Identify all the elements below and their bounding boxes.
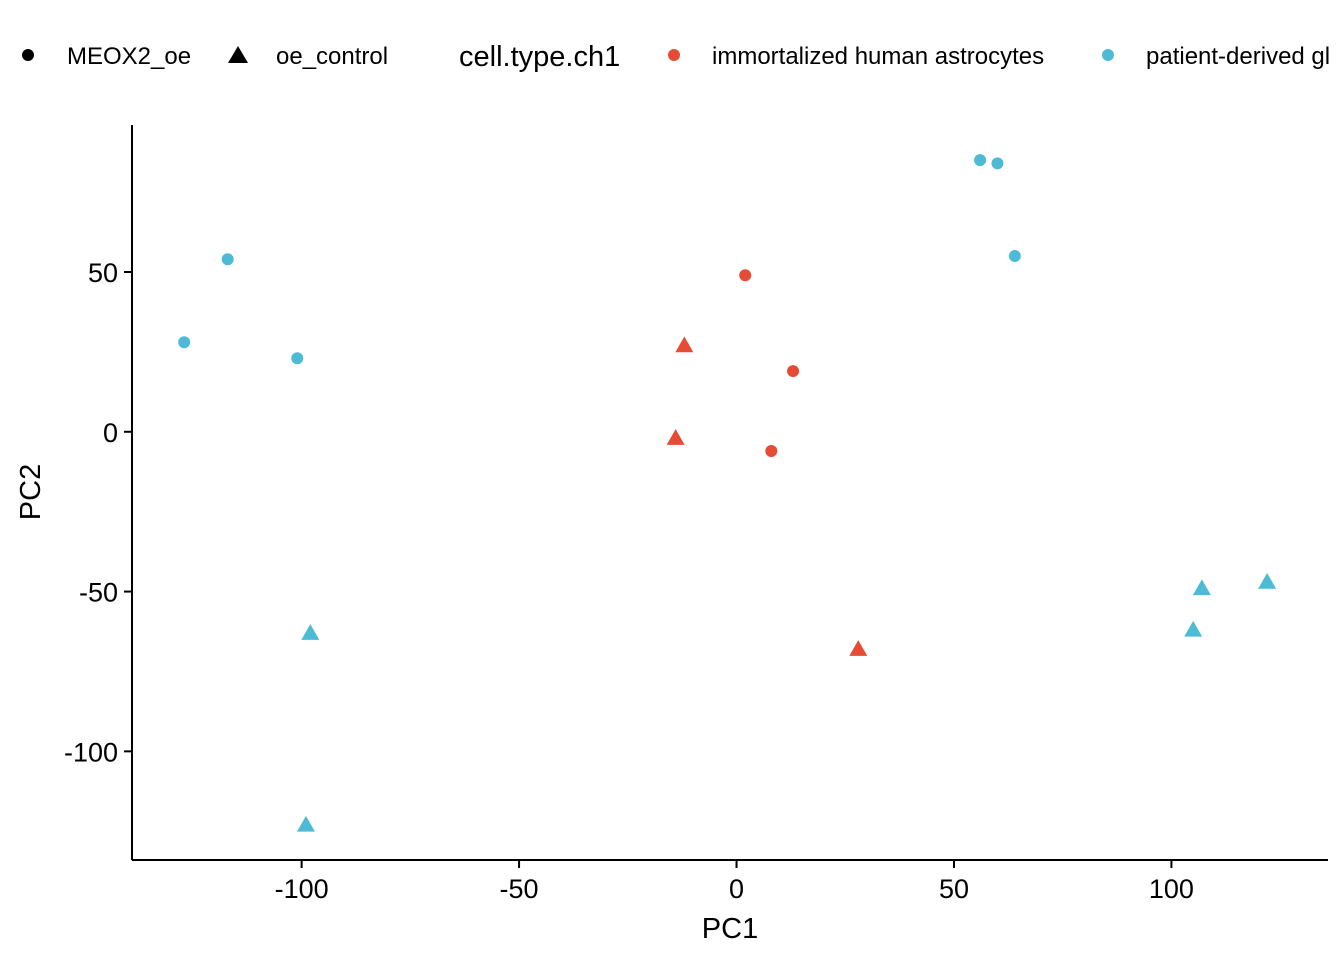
legend-label-oe-control: oe_control bbox=[276, 43, 388, 70]
legend-key-immortalized bbox=[668, 49, 680, 61]
point-patient-derived-triangle bbox=[301, 624, 320, 640]
data-points bbox=[178, 154, 1277, 832]
point-immortalized-circle bbox=[765, 444, 778, 457]
x-axis-title: PC1 bbox=[702, 913, 758, 945]
point-patient-derived-triangle bbox=[1258, 572, 1277, 589]
legend-title-cell-type: cell.type.ch1 bbox=[459, 41, 620, 73]
point-patient-derived-triangle bbox=[296, 815, 315, 832]
point-patient-derived-circle bbox=[1008, 250, 1021, 263]
legend-label-meox2-oe: MEOX2_oe bbox=[67, 43, 191, 70]
y-ticks: 50 0 -50 -100 bbox=[64, 258, 132, 767]
point-immortalized-triangle bbox=[666, 429, 685, 445]
point-patient-derived-triangle bbox=[1192, 579, 1211, 596]
point-patient-derived-circle bbox=[178, 336, 191, 349]
legend: MEOX2_oe oe_control cell.type.ch1 immort… bbox=[22, 41, 1330, 73]
y-tick-label: 0 bbox=[103, 418, 118, 448]
x-tick-label: -100 bbox=[275, 874, 329, 904]
legend-label-immortalized: immortalized human astrocytes bbox=[712, 43, 1044, 70]
x-tick-label: 50 bbox=[939, 874, 969, 904]
x-tick-label: -50 bbox=[500, 874, 539, 904]
point-patient-derived-triangle bbox=[1184, 620, 1203, 637]
y-tick-label: -50 bbox=[79, 578, 118, 608]
legend-key-patient-derived bbox=[1102, 49, 1114, 61]
legend-label-patient-derived: patient-derived gl bbox=[1146, 43, 1330, 70]
point-immortalized-circle bbox=[787, 365, 800, 378]
point-patient-derived-circle bbox=[291, 352, 304, 365]
point-immortalized-triangle bbox=[675, 336, 694, 353]
x-tick-label: 100 bbox=[1149, 874, 1194, 904]
legend-key-circle bbox=[22, 49, 34, 61]
x-tick-label: 0 bbox=[729, 874, 744, 904]
y-axis-title: PC2 bbox=[15, 464, 47, 520]
point-immortalized-circle bbox=[739, 269, 752, 282]
legend-key-triangle bbox=[228, 46, 248, 63]
point-patient-derived-circle bbox=[974, 154, 987, 167]
y-tick-label: 50 bbox=[88, 258, 118, 288]
point-patient-derived-circle bbox=[991, 157, 1004, 170]
x-ticks: -100 -50 0 50 100 bbox=[275, 860, 1194, 904]
y-tick-label: -100 bbox=[64, 737, 118, 767]
point-immortalized-triangle bbox=[849, 640, 868, 656]
point-patient-derived-circle bbox=[221, 253, 234, 266]
